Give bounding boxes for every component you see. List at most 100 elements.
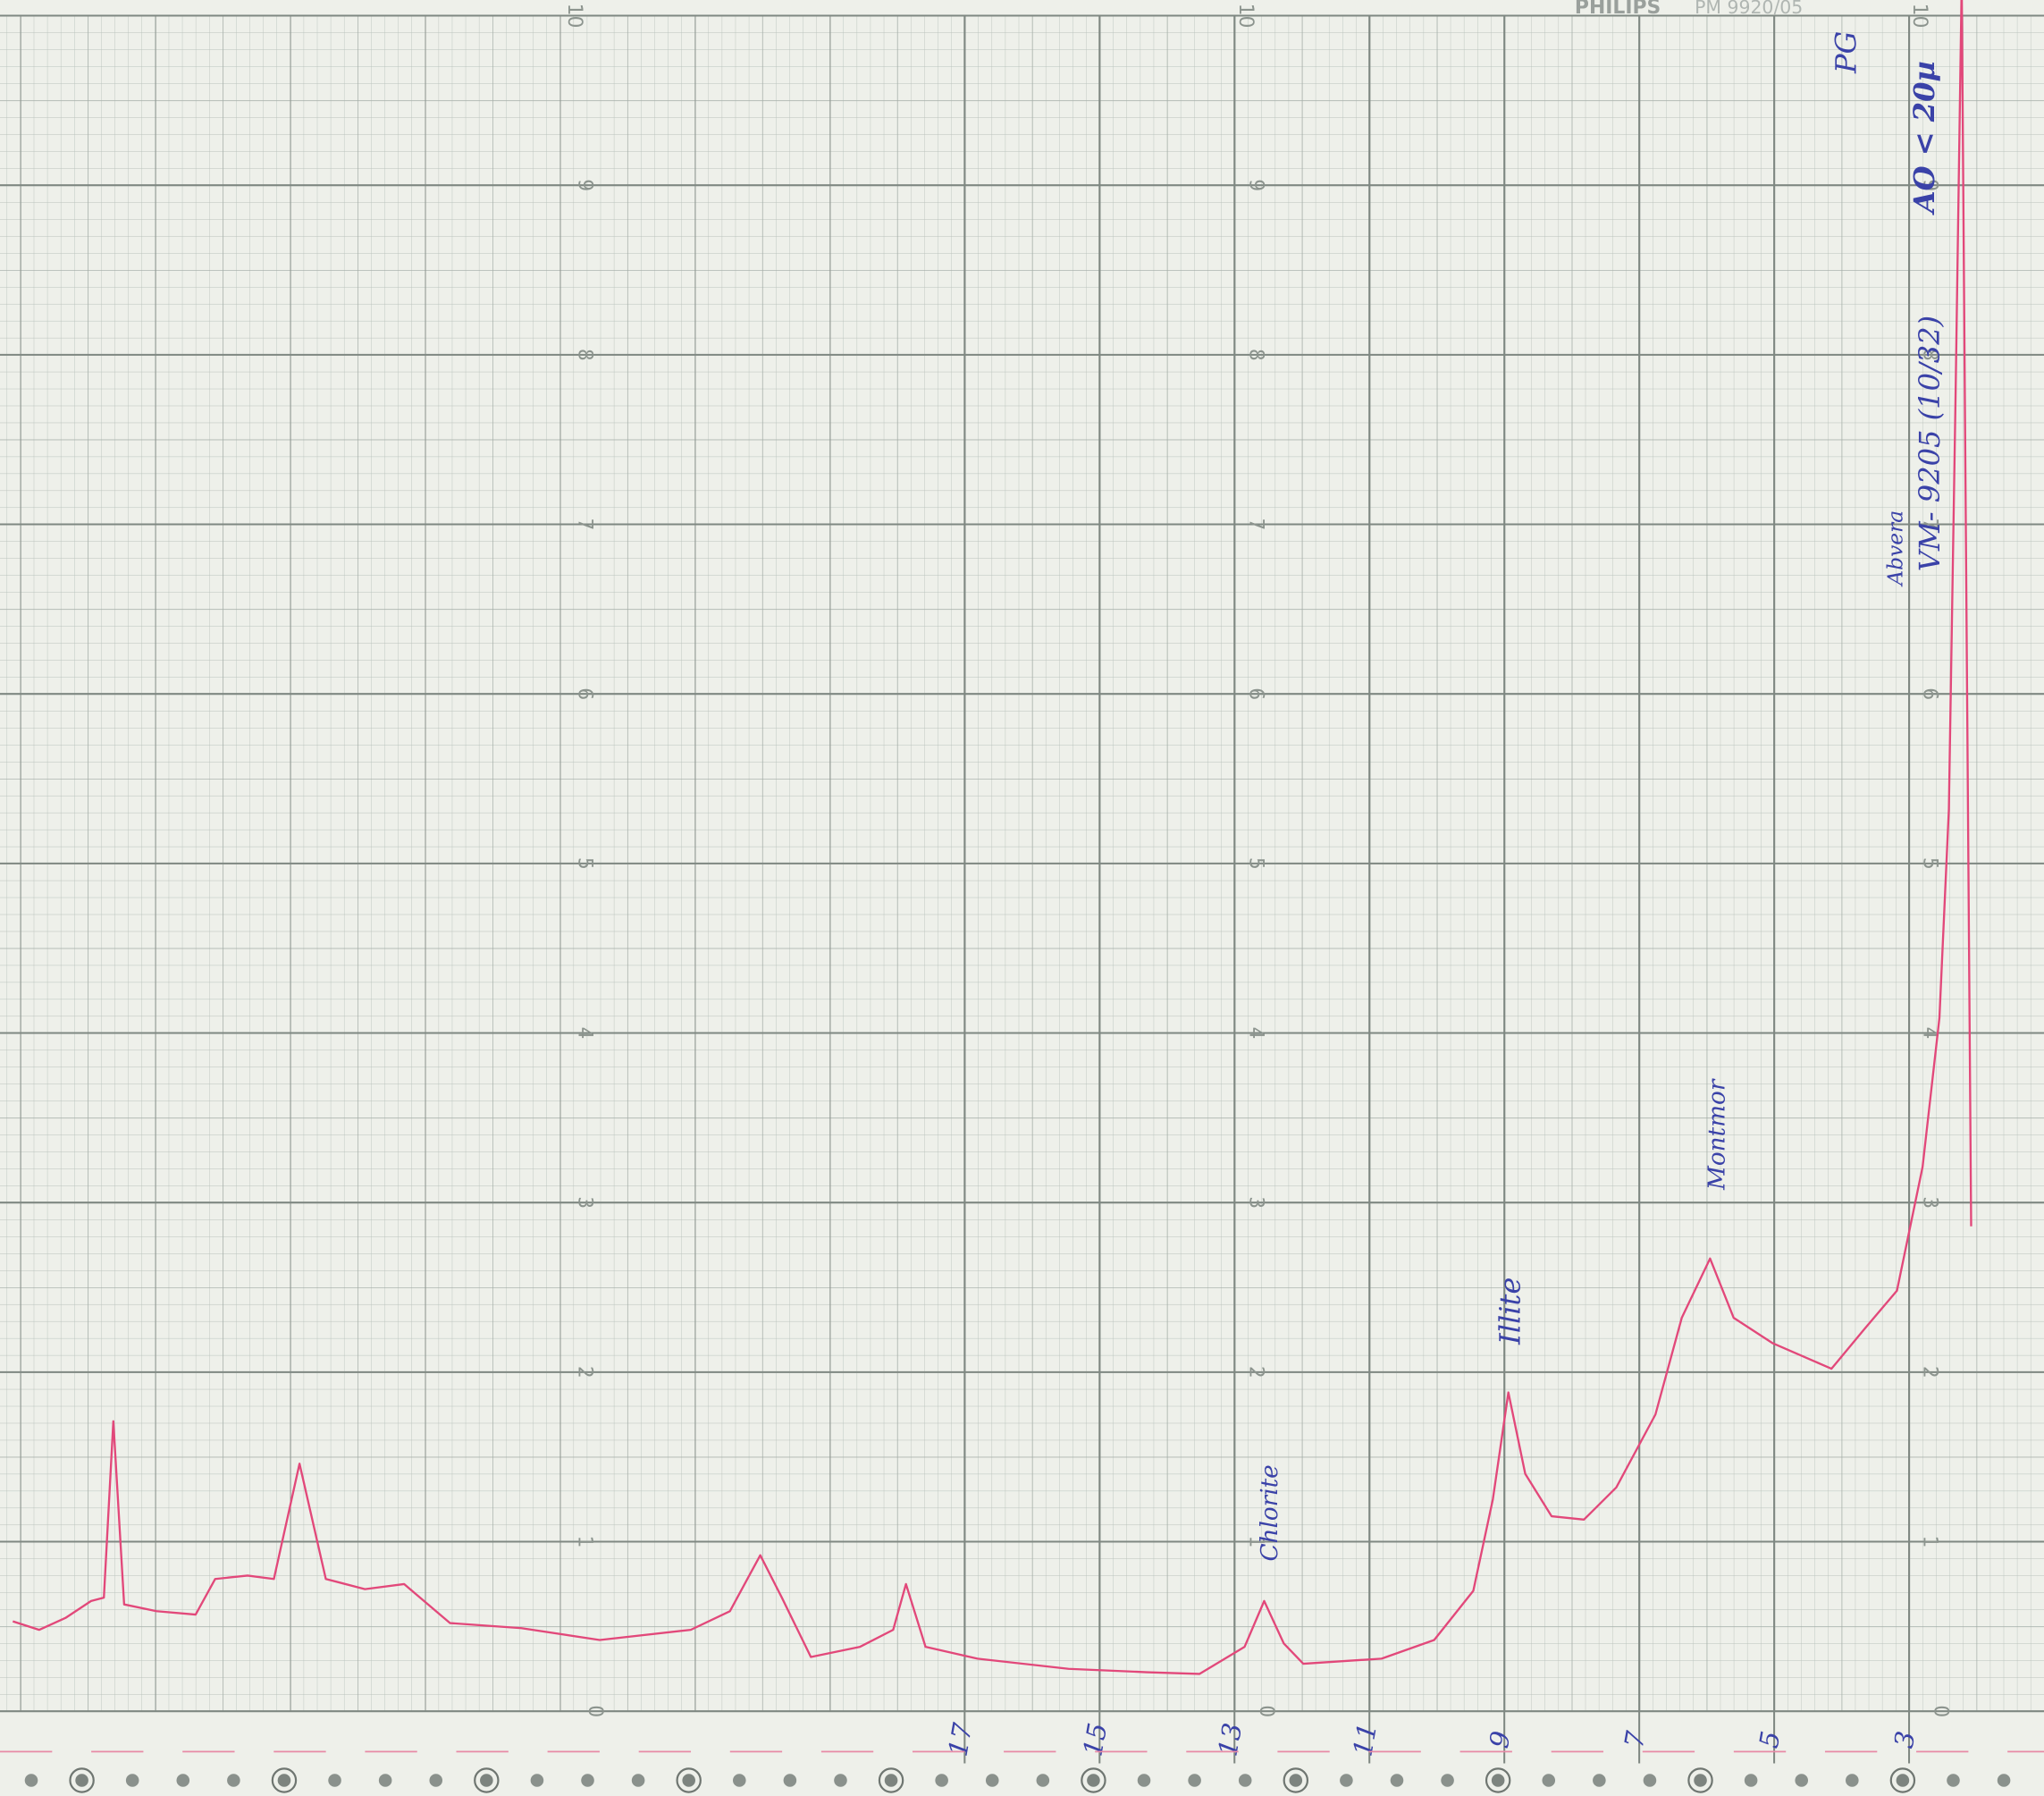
model: PM 9920/05 (1695, 0, 1803, 18)
hole (1947, 1774, 1960, 1787)
hole (1188, 1774, 1201, 1787)
annotation: VM- 9205 (10/32) (1913, 316, 1947, 571)
hole (429, 1774, 443, 1787)
hole (1997, 1774, 2011, 1787)
hole (75, 1774, 88, 1787)
brand: PHILIPS (1575, 0, 1661, 19)
y-tick-label: 1 (1245, 1536, 1267, 1548)
hole (176, 1774, 190, 1787)
trace-line (12, 0, 1973, 1675)
y-tick-label: 3 (573, 1196, 595, 1209)
hole (682, 1774, 695, 1787)
annotation: AO < 20µ (1907, 61, 1941, 215)
hole (1491, 1774, 1505, 1787)
annotation: Montmor (1703, 1078, 1730, 1191)
y-tick-label: 5 (573, 857, 595, 870)
hole (1542, 1774, 1556, 1787)
hole (1593, 1774, 1606, 1787)
y-tick-label: 6 (1245, 687, 1267, 700)
hole (1036, 1774, 1050, 1787)
hole (480, 1774, 493, 1787)
annotation: Abvera (1883, 510, 1908, 587)
annotation: Illite (1493, 1277, 1527, 1345)
hole-ring (1485, 1767, 1511, 1793)
hole (631, 1774, 645, 1787)
hole (1087, 1774, 1100, 1787)
hole (1137, 1774, 1151, 1787)
hole (581, 1774, 594, 1787)
x-tick-label: 17 (942, 1720, 978, 1758)
perforations (24, 1767, 2011, 1793)
y-tick-label: 4 (573, 1027, 595, 1040)
y-tick-label: 0 (584, 1705, 606, 1717)
hole (1846, 1774, 1859, 1787)
y-tick-label: 6 (1919, 687, 1941, 700)
y-tick-label: 10 (1234, 4, 1257, 29)
hole (884, 1774, 898, 1787)
hole (1744, 1774, 1758, 1787)
hole (935, 1774, 948, 1787)
hole-ring (676, 1767, 702, 1793)
hole (1289, 1774, 1303, 1787)
hole (328, 1774, 341, 1787)
x-tick-label: 11 (1347, 1721, 1383, 1758)
y-tick-label: 1 (1919, 1536, 1941, 1548)
hole (1896, 1774, 1910, 1787)
x-tick-label: 15 (1077, 1721, 1113, 1758)
y-tick-label: 2 (1245, 1366, 1267, 1379)
y-tick-label: 2 (1919, 1366, 1941, 1379)
annotation: PG (1830, 31, 1863, 74)
hole (378, 1774, 392, 1787)
y-tick-label: 7 (573, 519, 595, 531)
hole-ring (878, 1767, 904, 1793)
hole-ring (69, 1767, 95, 1793)
hole-ring (1889, 1767, 1916, 1793)
y-tick-label: 6 (573, 687, 595, 700)
y-tick-label: 0 (1929, 1705, 1951, 1717)
hole (530, 1774, 544, 1787)
hole-ring (271, 1767, 298, 1793)
hole (1390, 1774, 1404, 1787)
y-tick-label: 3 (1919, 1196, 1941, 1209)
hole (783, 1774, 797, 1787)
y-tick-label: 5 (1919, 857, 1941, 870)
hole (985, 1774, 999, 1787)
hole (1795, 1774, 1809, 1787)
y-tick-label: 0 (1255, 1705, 1277, 1717)
hole (1340, 1774, 1353, 1787)
y-tick-label: 9 (1245, 179, 1267, 191)
hole (1441, 1774, 1454, 1787)
mark-layer (12, 0, 1973, 1675)
hole-ring (1081, 1767, 1106, 1793)
hole (1694, 1774, 1707, 1787)
y-tick-label: 3 (1245, 1196, 1267, 1209)
y-tick-label: 2 (573, 1366, 595, 1379)
y-tick-label: 5 (1245, 857, 1267, 870)
y-tick-label: 8 (1245, 349, 1267, 361)
hole (834, 1774, 847, 1787)
hole-ring (1283, 1767, 1309, 1793)
y-tick-label: 7 (1245, 519, 1267, 531)
hole-ring (1687, 1767, 1713, 1793)
hole (24, 1774, 38, 1787)
y-tick-label: 4 (1919, 1027, 1941, 1040)
y-tick-label: 1 (573, 1536, 595, 1548)
y-tick-label: 8 (1919, 349, 1941, 361)
hole (277, 1774, 291, 1787)
y-tick-label: 10 (563, 4, 585, 29)
y-tick-label: 4 (1245, 1027, 1267, 1040)
hole (227, 1774, 240, 1787)
x-tick-label: 13 (1212, 1721, 1248, 1758)
hole-ring (474, 1767, 500, 1793)
y-tick-label: 9 (1919, 179, 1941, 191)
hole (1643, 1774, 1657, 1787)
hole (1238, 1774, 1252, 1787)
hole (732, 1774, 746, 1787)
y-tick-label: 9 (573, 179, 595, 191)
y-tick-label: 7 (1919, 519, 1941, 531)
hole (125, 1774, 139, 1787)
annotation: Chlorite (1257, 1464, 1283, 1561)
